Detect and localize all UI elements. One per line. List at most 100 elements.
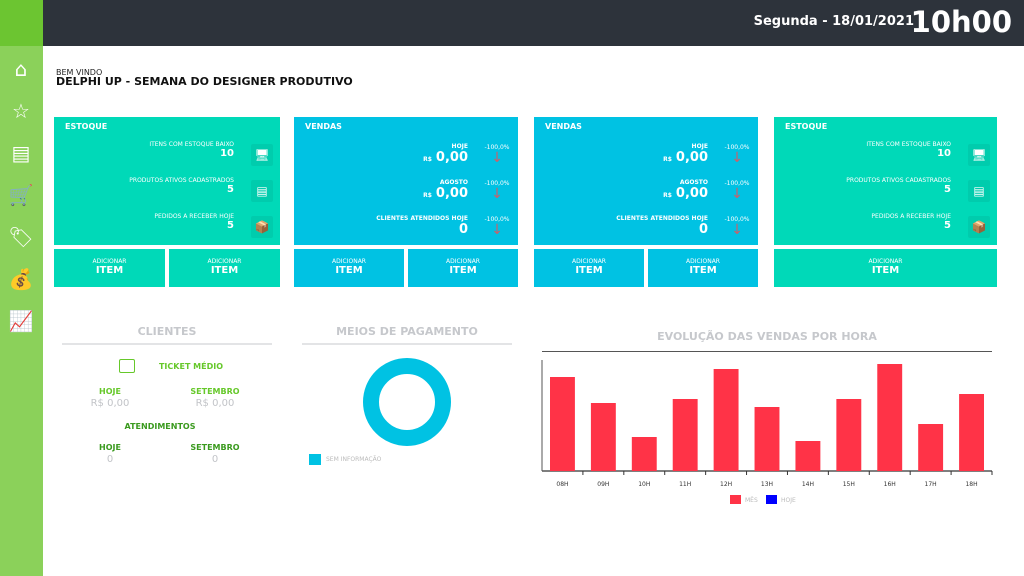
legend-label: SEM INFORMAÇÃO [326, 456, 382, 463]
stat-value: 0 [616, 222, 708, 237]
card-title: ESTOQUE [65, 122, 108, 131]
add-item-button[interactable]: ADICIONAR ITEM [534, 249, 644, 287]
stat-label: PEDIDOS A RECEBER HOJE [154, 213, 234, 220]
bar-13H [754, 407, 780, 471]
add-item-button[interactable]: ADICIONAR ITEM [54, 249, 165, 287]
stat-row: PEDIDOS A RECEBER HOJE 5 [871, 213, 951, 231]
button-caption: ADICIONAR [686, 258, 720, 265]
button-caption: ADICIONAR [868, 258, 903, 265]
button-caption: ADICIONAR [446, 258, 480, 265]
home-icon[interactable]: ⌂ [14, 57, 28, 81]
payment-legend: SEM INFORMAÇÃO [309, 454, 381, 465]
stat-label: CLIENTES ATENDIDOS HOJE [616, 215, 708, 222]
legend-swatch [730, 495, 741, 504]
star-icon[interactable]: ☆ [12, 99, 30, 123]
add-item-button[interactable]: ADICIONAR ITEM [294, 249, 404, 287]
stat-row: PRODUTOS ATIVOS CADASTRADOS 5 [129, 177, 234, 195]
x-tick-label: 17H [925, 481, 937, 488]
value: 0,00 [435, 150, 468, 165]
change: -100,0% ↓ [484, 180, 510, 201]
stat-row: ITENS COM ESTOQUE BAIXO 10 [866, 141, 951, 159]
atendimentos-label: ATENDIMENTOS [124, 422, 196, 431]
stat-value: 5 [944, 184, 951, 195]
ticket-icon [119, 359, 135, 373]
stat-value: 5 [227, 184, 234, 195]
atend-mes-value: 0 [211, 454, 219, 465]
change: -100,0% ↓ [724, 180, 750, 201]
add-item-button[interactable]: ADICIONAR ITEM [408, 249, 518, 287]
currency: R$ [423, 192, 432, 199]
button-label: ITEM [95, 265, 124, 276]
bar-17H [918, 424, 944, 471]
stat-value: 5 [944, 220, 951, 231]
stat-label: PRODUTOS ATIVOS CADASTRADOS [846, 177, 951, 184]
page-title: DELPHI UP - SEMANA DO DESIGNER PRODUTIVO [56, 75, 353, 88]
stat-value: R$ 0,00 [423, 186, 468, 201]
divider [542, 351, 992, 352]
welcome-label: BEM VINDO [56, 68, 103, 77]
legend-swatch [766, 495, 777, 504]
bar-10H [631, 437, 657, 471]
add-item-button[interactable]: ADICIONAR ITEM [774, 249, 997, 287]
chart-board-icon[interactable]: 📈 [8, 309, 34, 333]
add-item-button[interactable]: ADICIONAR ITEM [169, 249, 280, 287]
button-label: ITEM [575, 265, 603, 276]
arrow-down-icon: ↓ [731, 150, 743, 166]
bar-18H [959, 394, 984, 471]
x-tick-label: 08H [556, 481, 568, 488]
chart-title: EVOLUÇÃO DAS VENDAS POR HORA [657, 330, 877, 343]
legend-label: MÊS [745, 496, 758, 504]
value: 0,00 [675, 150, 708, 165]
card-estoque: ESTOQUE ITENS COM ESTOQUE BAIXO 10 🖥 PRODUTO… [54, 117, 280, 245]
bar-08H [550, 377, 575, 471]
change-percent: -100,0% [724, 180, 750, 187]
card-vendas: VENDAS HOJE R$ 0,00 -100,0% ↓ AGOSTO R$ 0,00 -100… [294, 117, 518, 245]
x-tick-label: 15H [843, 481, 855, 488]
legend-label: HOJE [781, 497, 796, 504]
stat-label: HOJE [451, 143, 468, 150]
top-bar: Segunda - 18/01/2021 10h00 [0, 0, 1024, 46]
add-item-button[interactable]: ADICIONAR ITEM [648, 249, 758, 287]
button-caption: ADICIONAR [207, 258, 242, 265]
price-tag-icon[interactable]: 🏷 [8, 225, 34, 249]
change-percent: -100,0% [724, 216, 750, 223]
divider [302, 343, 512, 345]
bar-09H [590, 403, 616, 471]
box-icon: 📦 [251, 216, 273, 238]
x-tick-label: 14H [802, 481, 814, 488]
atend-setembro-label: SETEMBRO [190, 443, 240, 452]
ticket-mes-value: R$ 0,00 [195, 398, 235, 409]
x-tick-label: 11H [679, 481, 691, 488]
stat-row: PRODUTOS ATIVOS CADASTRADOS 5 [846, 177, 951, 195]
change-percent: -100,0% [484, 144, 510, 151]
bar-16H [877, 364, 903, 471]
legend-swatch [309, 454, 321, 465]
barcode-scanner-icon[interactable]: ▤ [11, 141, 31, 165]
barcode-scanner-icon: ▤ [968, 180, 990, 202]
atend-hoje-value: 0 [106, 454, 114, 465]
change: -100,0% ↓ [484, 216, 510, 237]
change-percent: -100,0% [484, 216, 510, 223]
bar-14H [795, 441, 821, 471]
money-bag-icon[interactable]: 💰 [8, 267, 34, 291]
stat-label: PEDIDOS A RECEBER HOJE [871, 213, 951, 220]
x-tick-label: 12H [720, 481, 732, 488]
stat-value: R$ 0,00 [663, 150, 708, 165]
button-label: ITEM [689, 265, 717, 276]
button-caption: ADICIONAR [92, 258, 127, 265]
bar-15H [836, 399, 862, 471]
stat-value: 5 [227, 220, 234, 231]
change-percent: -100,0% [484, 180, 510, 187]
stat-row: CLIENTES ATENDIDOS HOJE 0 [376, 215, 468, 237]
atend-hoje-label: HOJE [99, 443, 121, 452]
monitor-icon: 🖥 [251, 144, 273, 166]
bar-11H [672, 399, 698, 471]
clientes-title: CLIENTES [137, 325, 197, 338]
x-tick-label: 10H [638, 481, 650, 488]
currency: R$ [663, 156, 672, 163]
arrow-down-icon: ↓ [491, 186, 503, 202]
arrow-down-icon: ↓ [731, 222, 743, 238]
divider [62, 343, 272, 345]
stat-row: ITENS COM ESTOQUE BAIXO 10 [149, 141, 234, 159]
cart-icon[interactable]: 🛒 [8, 183, 34, 207]
